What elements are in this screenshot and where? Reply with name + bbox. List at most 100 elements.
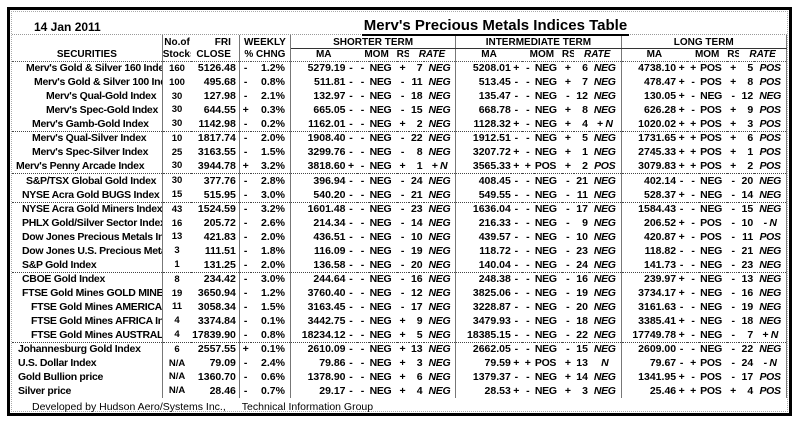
ma-value: 1636.04: [472, 203, 511, 216]
weekly-chng: 0.8%: [251, 328, 291, 343]
rate-value: NEG: [754, 286, 788, 301]
weekly-sign: -: [243, 370, 248, 383]
rs-sign: +: [396, 159, 409, 175]
rate-value: NEG: [754, 89, 788, 104]
mom-value: POS: [534, 357, 557, 370]
rate-value: NEG: [588, 258, 622, 273]
mom-sign: +: [521, 159, 534, 175]
ma-value: 79.86: [319, 357, 346, 370]
rs-sign: -: [566, 217, 570, 230]
mom-sign: +: [690, 357, 697, 370]
rs-sign: -: [396, 188, 409, 203]
ma-sign: +: [676, 117, 688, 132]
weekly-sign: -: [243, 174, 248, 187]
ma-sign: -: [349, 76, 353, 89]
rate-value: NEG: [588, 216, 622, 231]
rate-value: NEG: [754, 272, 788, 287]
mom-sign: -: [691, 314, 695, 327]
mom-sign: -: [521, 258, 534, 273]
mom-sign: -: [526, 244, 530, 257]
security-name: Merv's Spec-Silver Index: [12, 145, 163, 160]
rs-sign: -: [400, 300, 405, 313]
rs-value: 12: [410, 287, 423, 300]
ma-sign: -: [349, 314, 353, 327]
mom-value: NEG: [700, 287, 723, 300]
weekly-chng: 1.8%: [251, 244, 291, 259]
mom-value: NEG: [534, 230, 557, 243]
rs-value: 12: [576, 89, 588, 102]
ma-value: 511.81: [313, 76, 346, 89]
header-rs-shorter: RS: [396, 48, 409, 62]
rs-value: 6: [582, 62, 588, 75]
ma-sign: -: [514, 230, 519, 243]
weekly-chng: 2.0%: [251, 131, 291, 146]
rs-value: 13: [410, 343, 423, 356]
weekly-sign: +: [242, 103, 249, 116]
mom-sign: -: [360, 203, 365, 216]
rs-value: 4: [573, 117, 589, 132]
ma-value: 4738.10: [638, 62, 677, 75]
mom-sign: -: [691, 273, 695, 286]
rs-value: 20: [741, 174, 754, 187]
ma-value: 3818.60: [290, 159, 346, 175]
rs-value: 2: [408, 117, 424, 132]
mom-value: NEG: [534, 203, 557, 216]
stocks-count: 30: [171, 175, 183, 187]
ma-value: 540.20: [290, 188, 346, 203]
ma-value: 1162.01: [290, 117, 346, 132]
ma-sign: -: [349, 287, 353, 300]
header-rate-long: RATE: [739, 48, 788, 62]
ma-value: 248.38: [478, 273, 511, 286]
mom-value: POS: [533, 159, 562, 175]
ma-value: 1128.32: [455, 117, 511, 132]
mom-value: NEG: [533, 117, 562, 132]
rs-sign: -: [561, 258, 574, 273]
mom-sign: -: [526, 146, 530, 159]
title-bar: 14 Jan 2011 Merv's Precious Metals Indic…: [12, 12, 787, 36]
ma-sign: -: [679, 343, 684, 356]
mom-sign: -: [691, 174, 695, 187]
ma-sign: +: [678, 146, 685, 159]
ma-value: 3228.87: [472, 300, 511, 313]
rs-value: 14: [576, 370, 588, 383]
rate-value: NEG: [588, 244, 622, 259]
rate-value: NEG: [423, 89, 457, 104]
rs-sign: +: [561, 159, 574, 175]
weekly-chng: 3.0%: [251, 188, 291, 203]
mom-sign: +: [690, 146, 697, 159]
rs-value: 10: [741, 217, 754, 230]
mom-value: NEG: [534, 384, 557, 397]
rate-value: NEG: [423, 145, 457, 160]
ma-sign: -: [345, 328, 357, 343]
stocks-count: 4: [174, 315, 180, 327]
mom-sign: -: [691, 89, 695, 102]
mom-value: NEG: [369, 370, 392, 383]
ma-sign: +: [678, 76, 685, 89]
rate-value: NEG: [423, 188, 457, 203]
rs-sign: -: [731, 357, 735, 370]
rs-value: 24: [741, 357, 754, 370]
mom-value: NEG: [534, 146, 557, 159]
ma-sign: -: [510, 258, 522, 273]
security-name: Merv's Gold & Silver 160 Index: [12, 61, 163, 76]
weekly-sign: -: [243, 203, 248, 216]
mom-value: NEG: [369, 343, 392, 356]
ma-sign: -: [514, 314, 519, 327]
footer: Developed by Hudson Aero/Systems Inc., T…: [12, 398, 787, 413]
header-long-term: LONG TERM: [621, 35, 788, 49]
ma-sign: +: [676, 328, 688, 343]
ma-value: 5279.19: [307, 62, 346, 75]
ma-sign: -: [514, 300, 519, 313]
rate-value: NEG: [588, 384, 622, 399]
header-ma-intermediate: MA: [455, 48, 522, 62]
mom-value: NEG: [700, 244, 723, 257]
fri-close: 28.46: [191, 384, 240, 399]
ma-value: 2745.33: [638, 146, 677, 159]
rs-value: 9: [747, 103, 754, 116]
security-name: U.S. Dollar Index: [12, 356, 163, 371]
ma-sign: -: [349, 132, 353, 145]
rate-value: NEG: [754, 300, 788, 315]
security-name: NYSE Acra Gold BUGS Index: [12, 188, 163, 203]
stocks-count: 30: [162, 117, 192, 132]
mom-sign: -: [356, 159, 369, 175]
